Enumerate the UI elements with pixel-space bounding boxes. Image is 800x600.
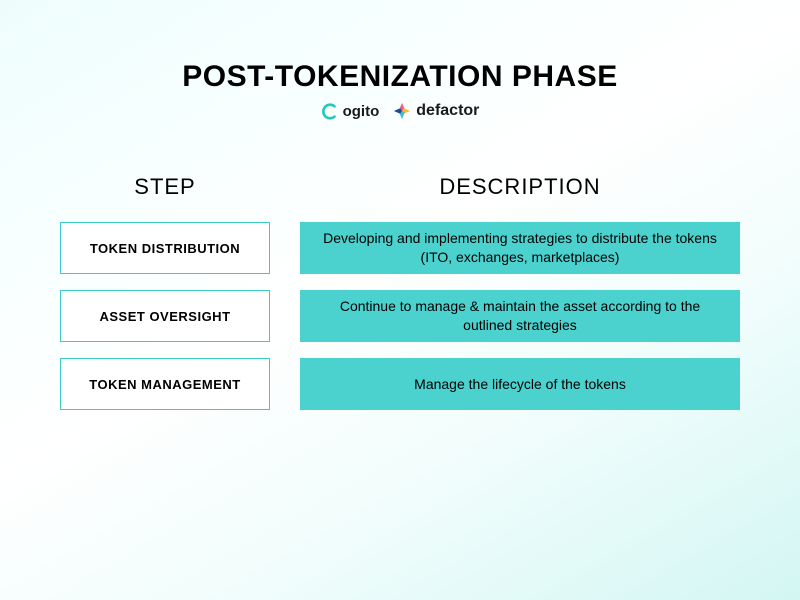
step-column-header: STEP (60, 174, 270, 200)
logo-row: ogito defactor (60, 102, 740, 120)
step-cell: TOKEN DISTRIBUTION (60, 222, 270, 274)
step-cell: ASSET OVERSIGHT (60, 290, 270, 342)
defactor-logo: defactor (393, 102, 479, 120)
column-headers: STEP DESCRIPTION (60, 174, 740, 200)
description-cell: Continue to manage & maintain the asset … (300, 290, 740, 342)
defactor-icon (393, 102, 411, 120)
rows-container: TOKEN DISTRIBUTION Developing and impleme… (60, 222, 740, 410)
cogito-logo: ogito (321, 103, 380, 120)
description-cell: Manage the lifecycle of the tokens (300, 358, 740, 410)
infographic-page: POST-TOKENIZATION PHASE ogito defactor S… (0, 0, 800, 600)
step-cell: TOKEN MANAGEMENT (60, 358, 270, 410)
page-title: POST-TOKENIZATION PHASE (60, 60, 740, 94)
table-row: TOKEN MANAGEMENT Manage the lifecycle of … (60, 358, 740, 410)
description-column-header: DESCRIPTION (300, 174, 740, 200)
description-cell: Developing and implementing strategies t… (300, 222, 740, 274)
table-row: ASSET OVERSIGHT Continue to manage & main… (60, 290, 740, 342)
cogito-logo-text: ogito (343, 103, 380, 120)
cogito-c-icon (321, 103, 338, 120)
table-row: TOKEN DISTRIBUTION Developing and impleme… (60, 222, 740, 274)
defactor-logo-text: defactor (416, 102, 479, 120)
